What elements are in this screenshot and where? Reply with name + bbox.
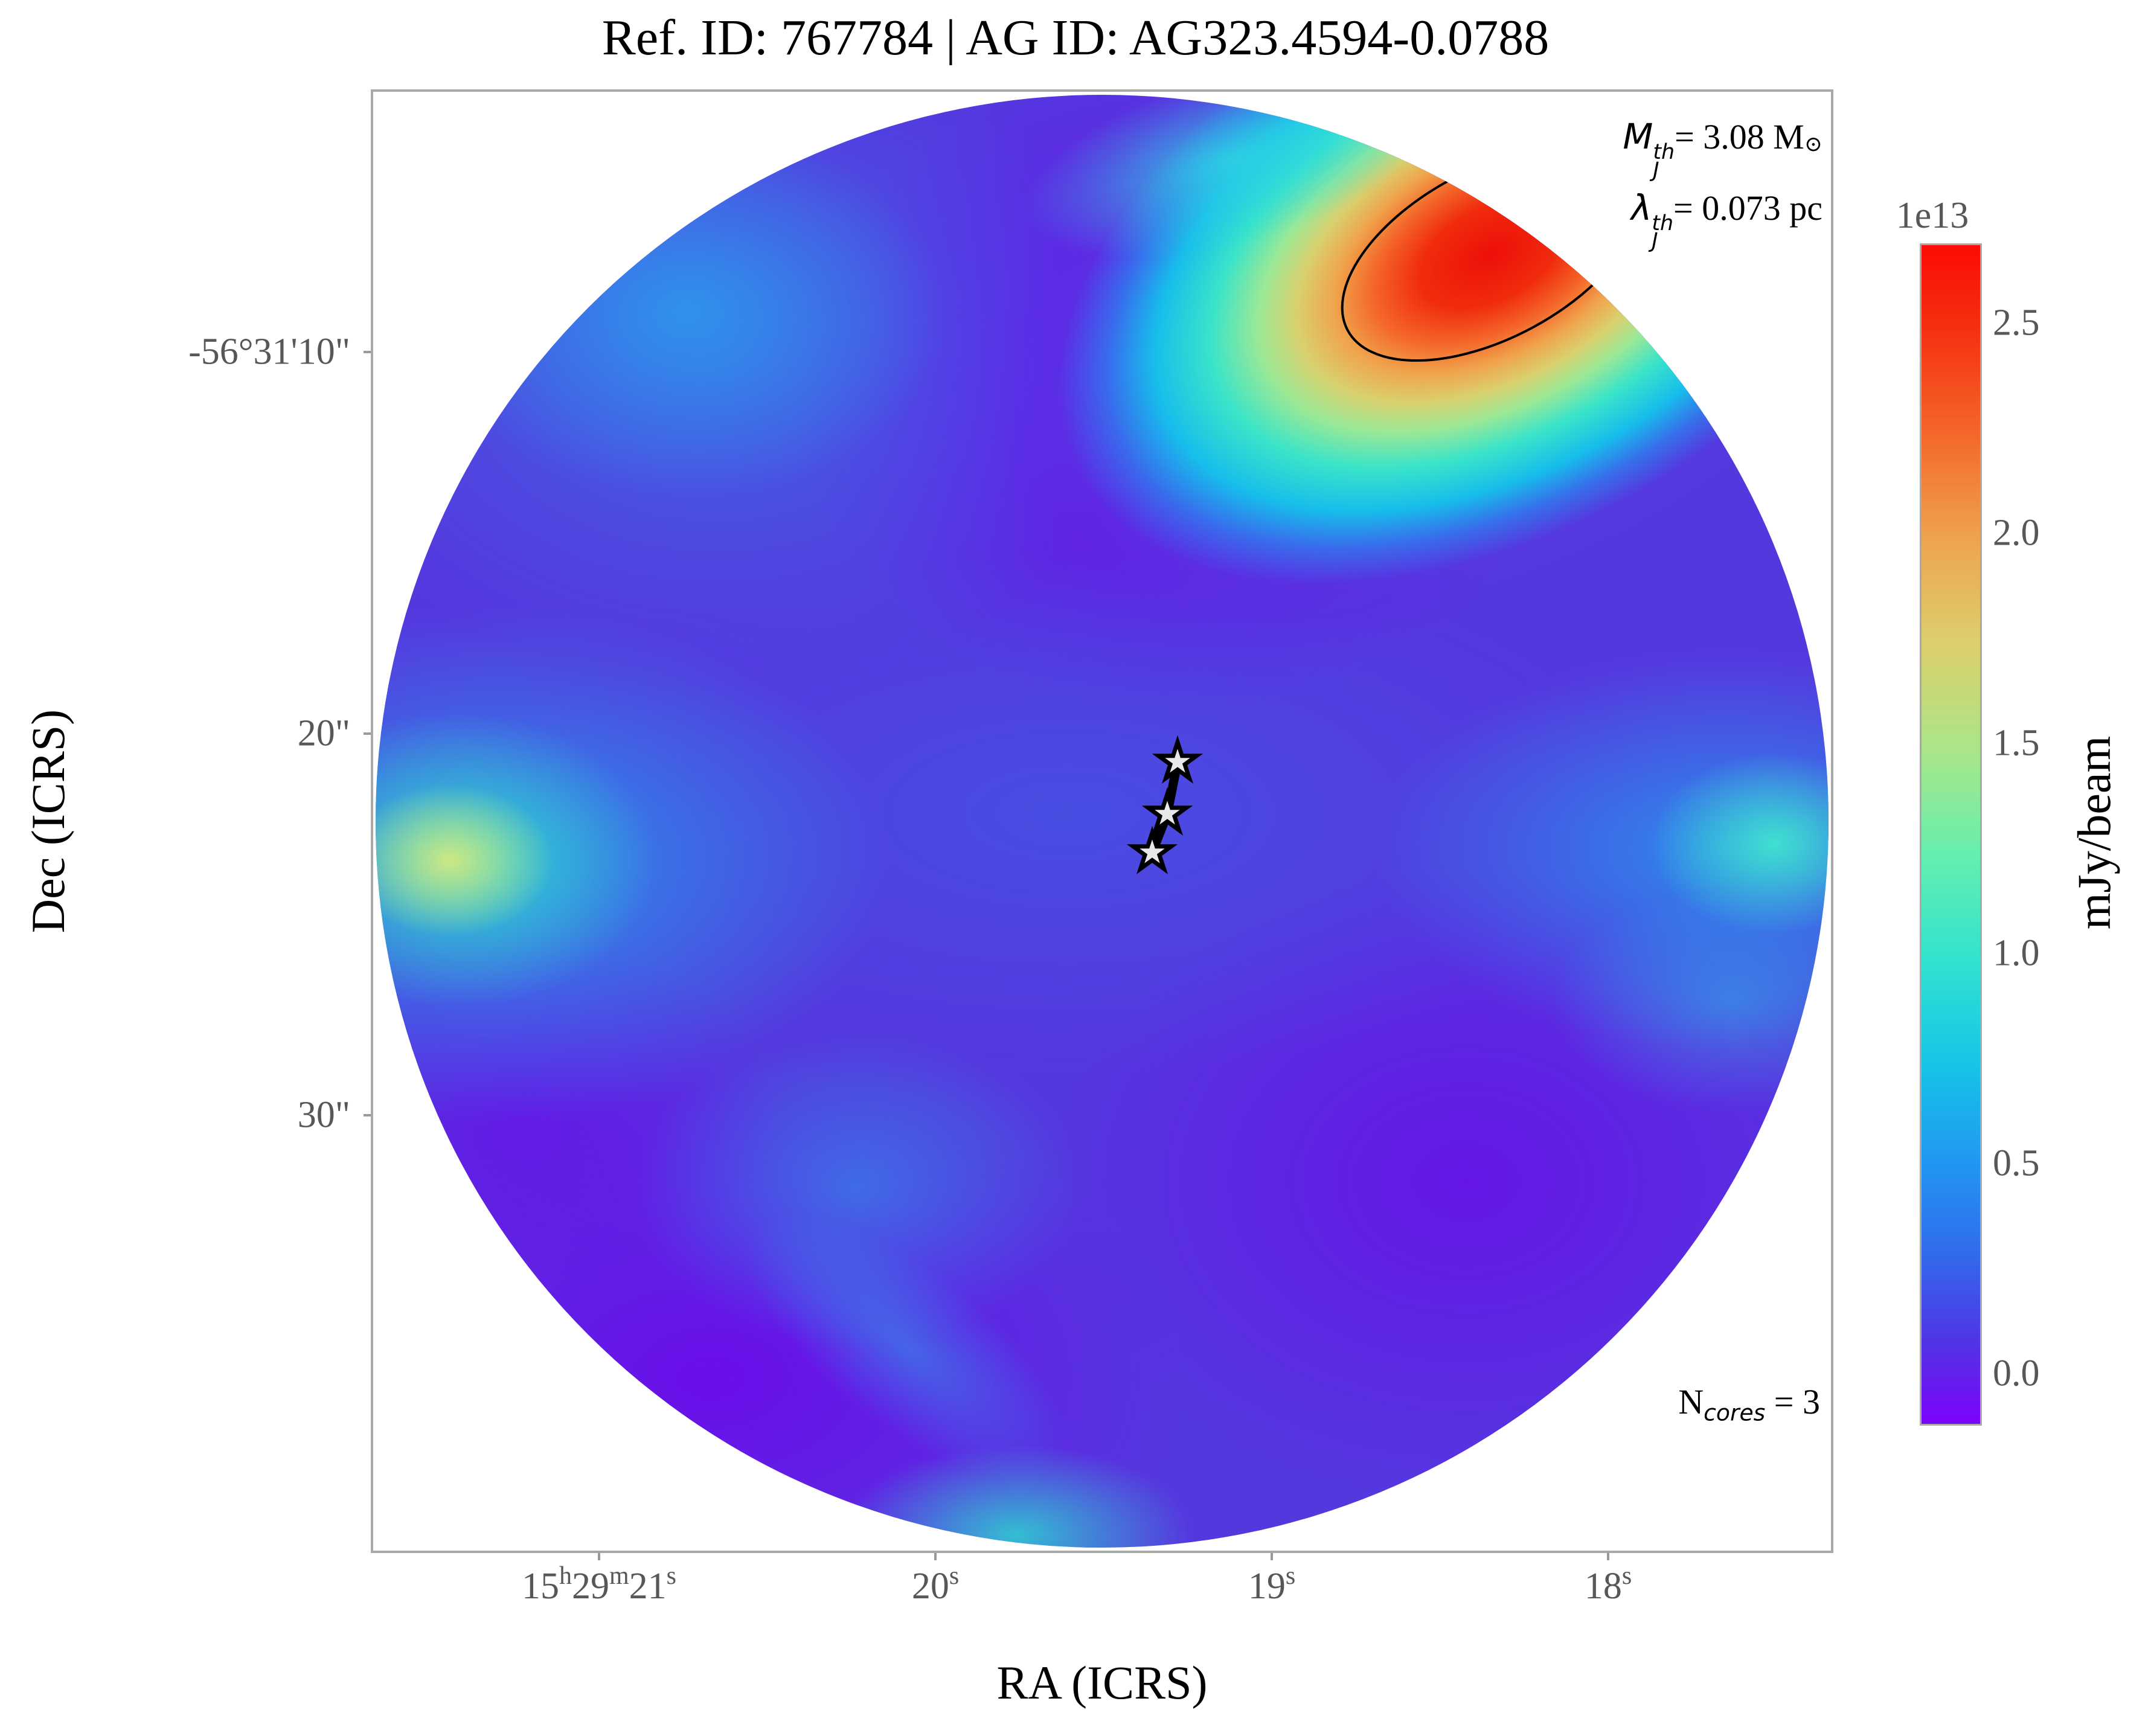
- y-tick-mark: [364, 732, 373, 735]
- colorbar-tick-label: 2.5: [1993, 302, 2040, 344]
- n-cores-label: Ncores = 3: [1678, 1382, 1820, 1426]
- core-star-marker: [1152, 735, 1204, 784]
- x-tick-mark: [1607, 1551, 1609, 1560]
- y-tick-mark: [364, 1114, 373, 1116]
- contour-and-cores-overlay: [1126, 145, 1643, 874]
- colorbar-tick-label: 2.0: [1993, 512, 2040, 554]
- x-tick-mark: [598, 1551, 600, 1560]
- y-tick-label: 20": [297, 713, 350, 754]
- jeans-length-text: λ th J = 0.073 pc: [1631, 187, 1822, 254]
- y-axis-label: Dec (ICRS): [22, 709, 74, 934]
- colorbar-tick-label: 1.5: [1993, 722, 2040, 764]
- colorbar-unit-label: mJy/beam: [2068, 735, 2120, 930]
- colorbar-scale-label: 1e13: [1896, 195, 1969, 236]
- hotspot-contour: [1341, 145, 1643, 362]
- x-tick-label: 18s: [1584, 1562, 1632, 1607]
- x-tick-mark: [1271, 1551, 1273, 1560]
- y-tick-label: -56°31'10": [188, 331, 350, 373]
- y-tick-label: 30": [297, 1094, 350, 1136]
- x-tick-label: 15h29m21s: [521, 1562, 677, 1607]
- core-star-marker: [1141, 787, 1193, 836]
- page-title: Ref. ID: 767784 | AG ID: AG323.4594-0.07…: [601, 10, 1550, 66]
- colorbar: [1920, 243, 1982, 1426]
- colorbar-tick-label: 0.5: [1993, 1142, 2040, 1184]
- x-tick-mark: [934, 1551, 937, 1560]
- x-tick-label: 19s: [1248, 1562, 1296, 1607]
- x-axis-label: RA (ICRS): [996, 1656, 1208, 1709]
- y-tick-mark: [364, 351, 373, 353]
- x-tick-label: 20s: [911, 1562, 960, 1607]
- colorbar-tick-label: 0.0: [1993, 1353, 2040, 1394]
- core-star-marker: [1126, 825, 1178, 874]
- colorbar-tick-label: 1.0: [1993, 932, 2040, 974]
- intensity-map: [376, 95, 1829, 1548]
